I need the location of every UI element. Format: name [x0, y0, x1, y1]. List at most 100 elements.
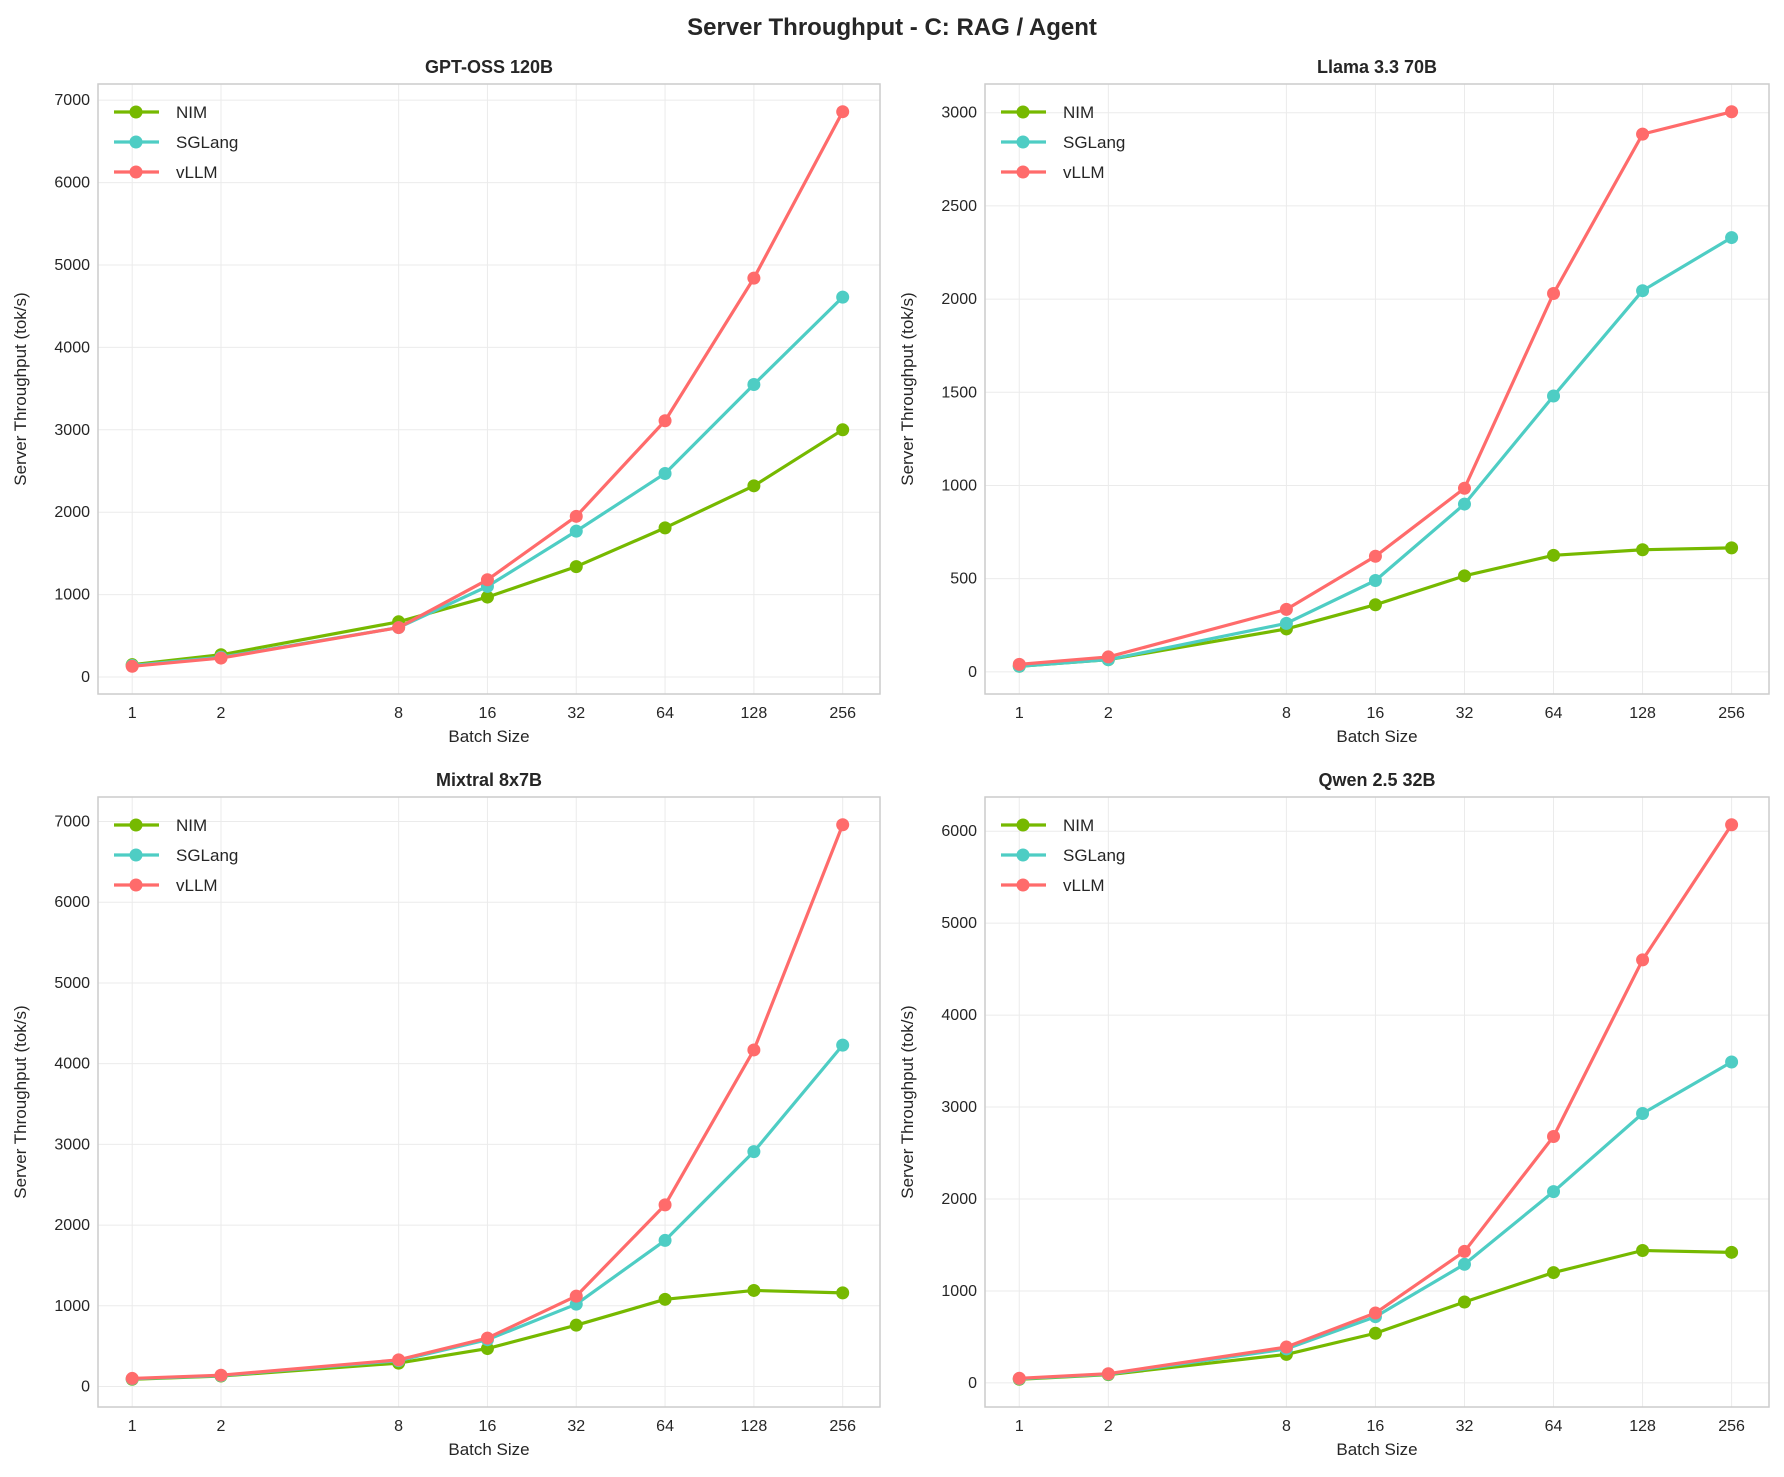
data-point: [747, 1283, 761, 1297]
y-axis-label: Server Throughput (tok/s): [11, 1005, 30, 1198]
legend-entry-nim: NIM: [114, 103, 207, 122]
data-point: [125, 1371, 139, 1385]
subplot-title: Mixtral 8x7B: [436, 770, 542, 790]
subplot-2: 1 2 8 16 32 64 128 256050010001500200025003000L…: [898, 57, 1770, 746]
subplot-title: Qwen 2.5 32B: [1318, 770, 1435, 790]
data-point: [569, 1289, 583, 1303]
x-axis-label: Batch Size: [1336, 1440, 1417, 1459]
legend-entry-vllm: vLLM: [1001, 163, 1105, 182]
x-tick-label: 64: [656, 705, 674, 722]
data-point: [125, 659, 139, 673]
legend-entry-sglang: SGLang: [1001, 133, 1125, 152]
y-tick-label: 0: [968, 664, 977, 681]
data-point: [1725, 105, 1739, 119]
series-line: [1019, 823, 1733, 1380]
y-tick-label: 5000: [941, 915, 977, 932]
data-point: [1457, 1295, 1471, 1309]
x-axis-label: Batch Size: [448, 727, 529, 746]
series-vllm: [1012, 818, 1739, 1385]
data-point: [1636, 1244, 1650, 1258]
data-point: [480, 590, 494, 604]
data-point: [1636, 284, 1650, 298]
x-tick-label: 128: [741, 705, 768, 722]
legend-marker: [129, 848, 143, 862]
y-tick-label: 4000: [54, 339, 90, 356]
legend-entry-nim: NIM: [1001, 103, 1094, 122]
y-tick-label: 6000: [941, 823, 977, 840]
data-point: [1101, 1367, 1115, 1381]
legend-entry-sglang: SGLang: [114, 846, 238, 865]
y-tick-label: 0: [81, 1378, 90, 1395]
legend-label: SGLang: [176, 133, 238, 152]
x-axis-label: Batch Size: [1336, 727, 1417, 746]
legend-label: NIM: [1063, 816, 1094, 835]
data-point: [569, 560, 583, 574]
y-tick-label: 1500: [941, 384, 977, 401]
subplot-3: 1 2 8 16 32 64 128 2560100020003000400050006000…: [11, 770, 881, 1459]
data-point: [1279, 616, 1293, 630]
y-tick-label: 500: [950, 571, 977, 588]
data-point: [480, 573, 494, 587]
data-point: [569, 1318, 583, 1332]
data-point: [1012, 1371, 1026, 1385]
data-point: [747, 1145, 761, 1159]
x-tick-label: 8: [1282, 705, 1291, 722]
plot-frame: [984, 796, 1770, 1408]
data-point: [214, 1368, 228, 1382]
y-tick-label: 3000: [941, 105, 977, 122]
subplot-4: 1 2 8 16 32 64 128 2560100020003000400050006000…: [898, 770, 1770, 1459]
y-tick-label: 0: [81, 669, 90, 686]
y-tick-label: 3000: [941, 1099, 977, 1116]
data-point: [1279, 1340, 1293, 1354]
data-point: [1457, 569, 1471, 583]
x-tick-label: 32: [1456, 1418, 1474, 1435]
x-tick-label: 8: [1282, 1418, 1291, 1435]
x-tick-label: 256: [829, 705, 856, 722]
data-point: [1725, 541, 1739, 555]
y-tick-label: 4000: [54, 1056, 90, 1073]
y-tick-label: 5000: [54, 257, 90, 274]
data-point: [747, 377, 761, 391]
data-point: [1368, 573, 1382, 587]
y-tick-label: 2500: [941, 198, 977, 215]
data-point: [1457, 1244, 1471, 1258]
data-point: [1547, 1185, 1561, 1199]
data-point: [836, 105, 850, 119]
data-point: [1457, 1257, 1471, 1271]
data-point: [658, 521, 672, 535]
x-tick-label: 256: [1718, 1418, 1745, 1435]
data-point: [836, 1286, 850, 1300]
data-point: [1101, 650, 1115, 664]
legend-label: SGLang: [1063, 133, 1125, 152]
data-point: [1368, 549, 1382, 563]
data-point: [1457, 497, 1471, 511]
legend-label: vLLM: [176, 876, 218, 895]
data-point: [1547, 286, 1561, 300]
legend-entry-sglang: SGLang: [114, 133, 238, 152]
legend-marker: [129, 135, 143, 149]
data-point: [1636, 1106, 1650, 1120]
data-point: [1547, 1129, 1561, 1143]
x-tick-label: 64: [1545, 1418, 1563, 1435]
x-tick-label: 64: [1545, 705, 1563, 722]
x-tick-label: 32: [1456, 705, 1474, 722]
data-point: [1725, 818, 1739, 832]
y-tick-label: 6000: [54, 175, 90, 192]
data-point: [1457, 481, 1471, 495]
data-point: [658, 466, 672, 480]
data-point: [747, 479, 761, 493]
x-tick-label: 1: [128, 1418, 137, 1435]
data-point: [392, 621, 406, 635]
y-tick-label: 6000: [54, 894, 90, 911]
series-line: [132, 428, 844, 667]
legend-marker: [129, 878, 143, 892]
legend-label: SGLang: [176, 846, 238, 865]
y-tick-label: 0: [968, 1375, 977, 1392]
legend-entry-vllm: vLLM: [114, 163, 218, 182]
y-tick-label: 2000: [54, 504, 90, 521]
data-point: [1636, 953, 1650, 967]
data-point: [392, 1353, 406, 1367]
subplot-title: Llama 3.3 70B: [1317, 57, 1437, 77]
y-tick-label: 7000: [54, 814, 90, 831]
